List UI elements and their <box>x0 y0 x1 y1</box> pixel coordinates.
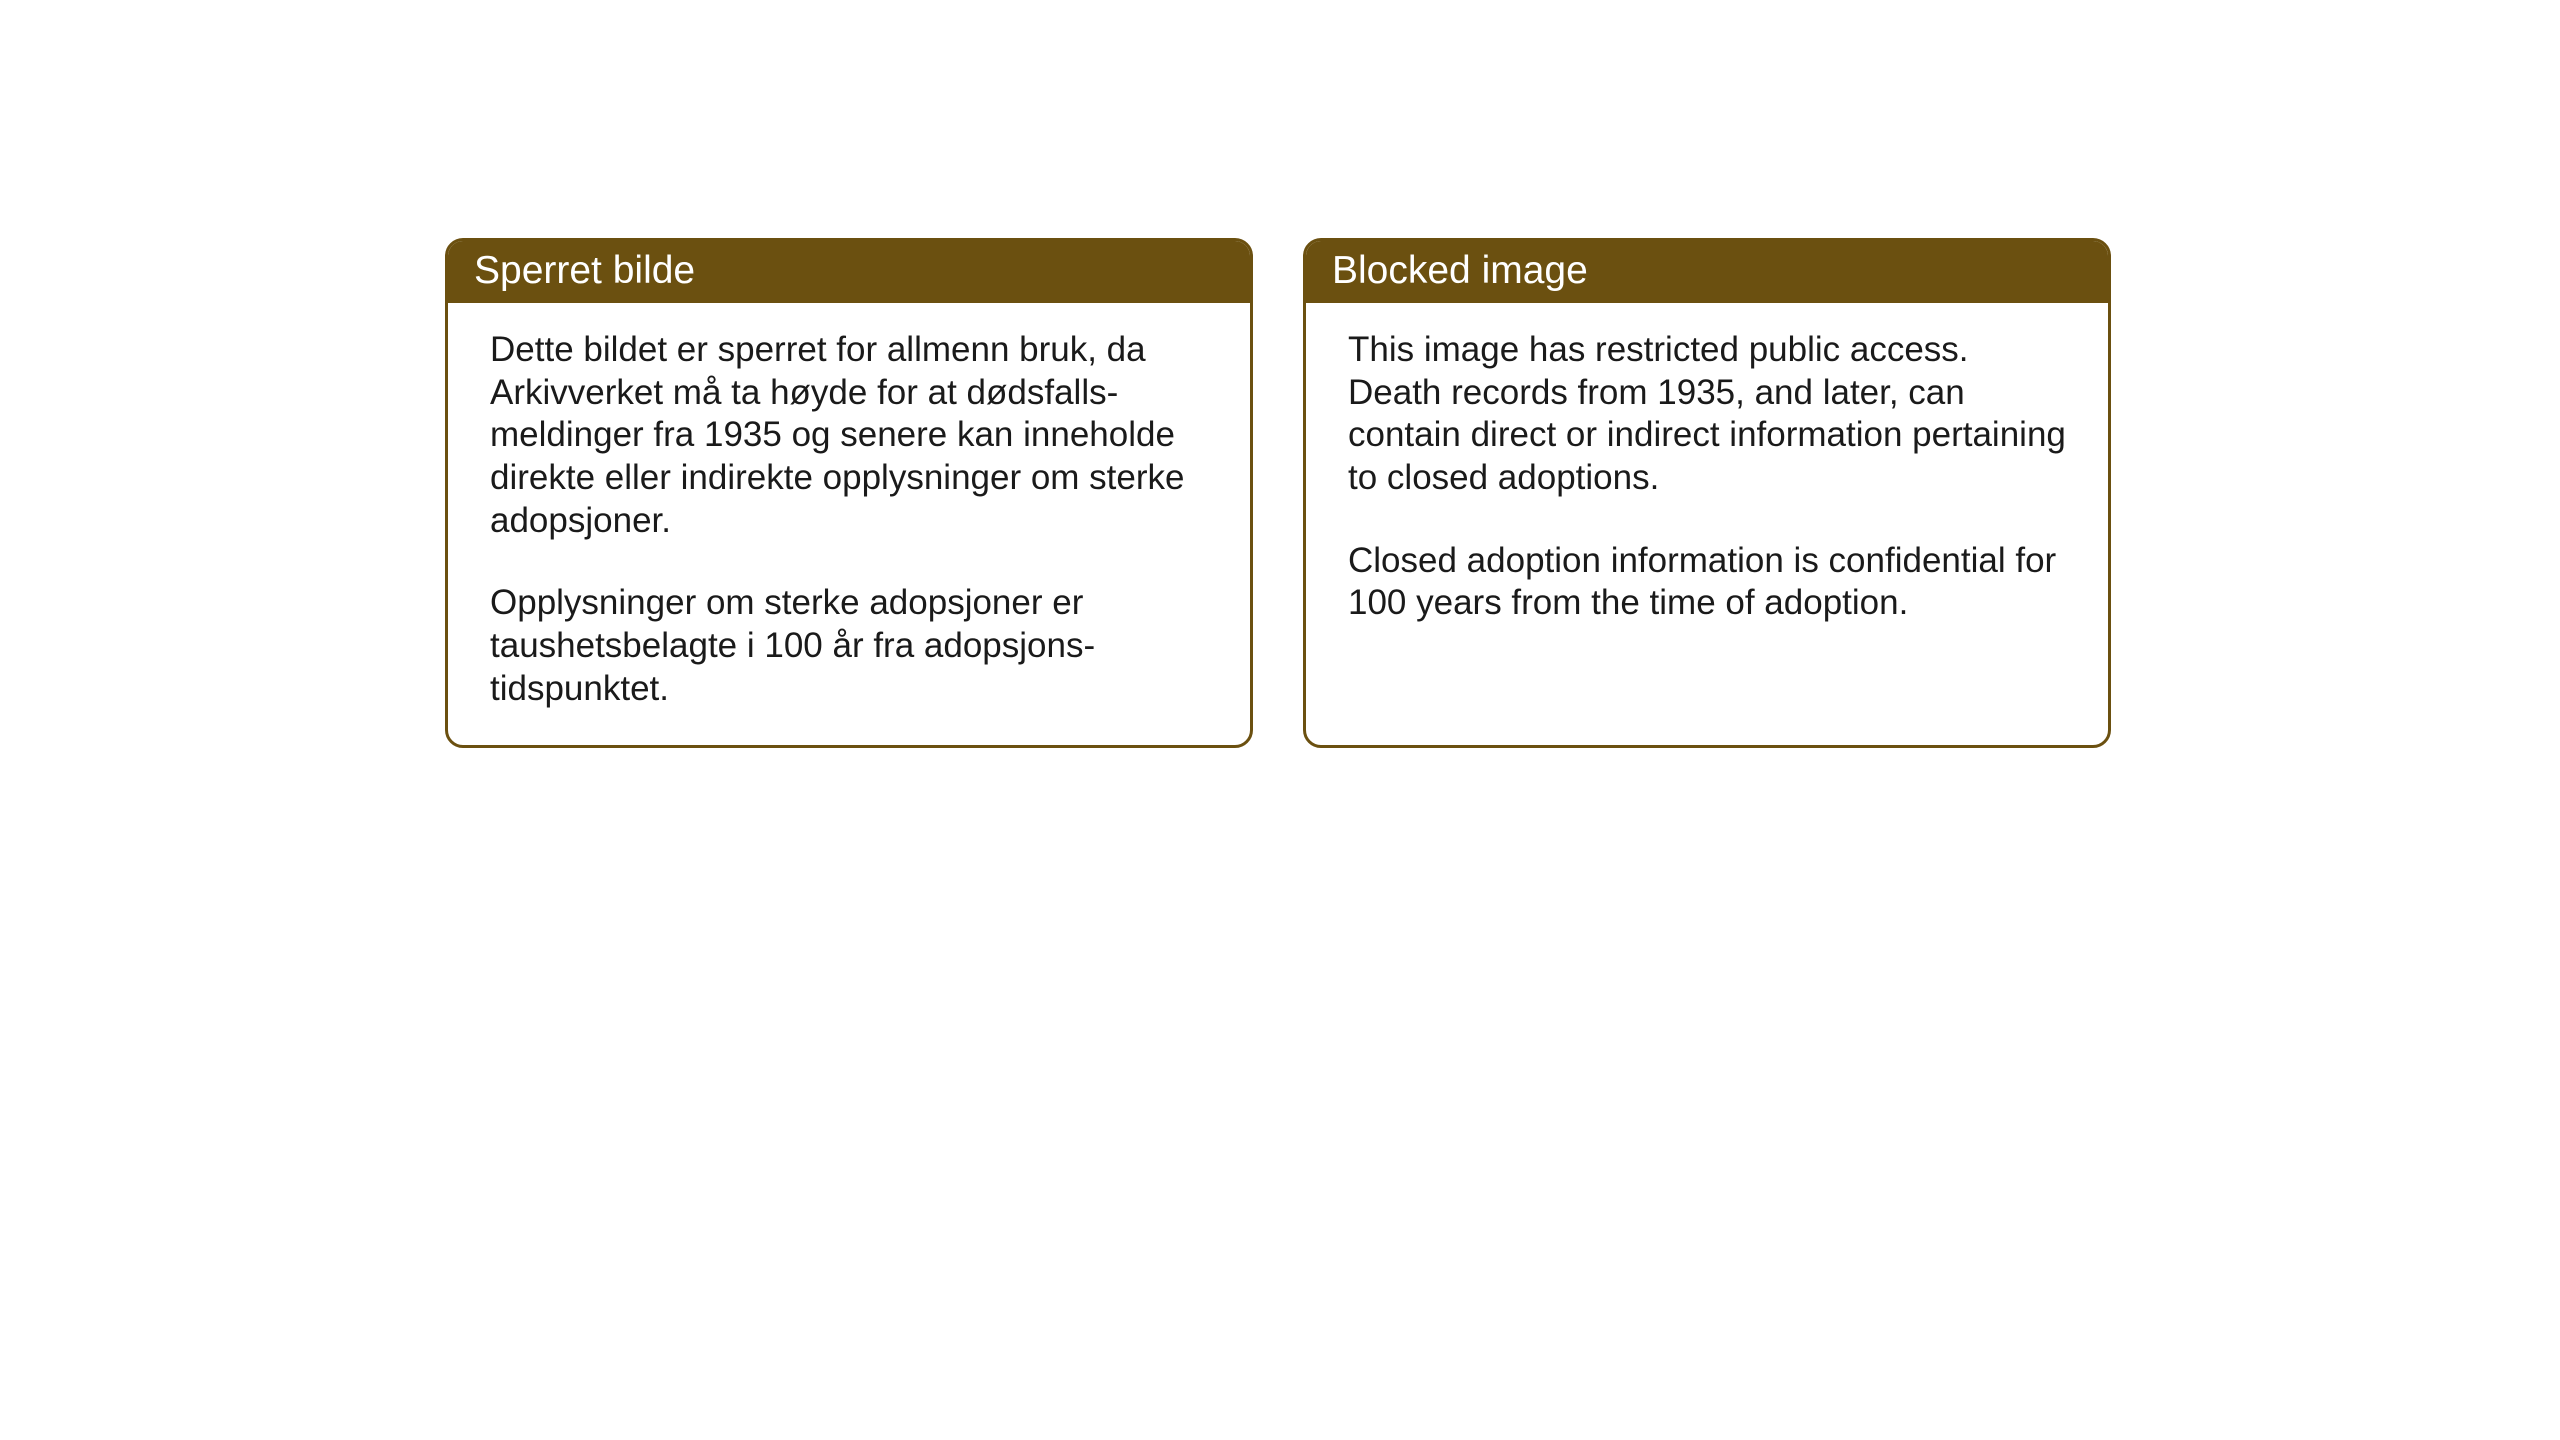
notice-paragraph-2-norwegian: Opplysninger om sterke adopsjoner er tau… <box>490 582 1208 710</box>
notice-body-english: This image has restricted public access.… <box>1306 303 2108 659</box>
notice-card-english: Blocked image This image has restricted … <box>1303 238 2111 748</box>
notice-header-english: Blocked image <box>1306 241 2108 303</box>
notice-paragraph-2-english: Closed adoption information is confident… <box>1348 540 2066 625</box>
notice-body-norwegian: Dette bildet er sperret for allmenn bruk… <box>448 303 1250 745</box>
notice-card-norwegian: Sperret bilde Dette bildet er sperret fo… <box>445 238 1253 748</box>
notice-header-norwegian: Sperret bilde <box>448 241 1250 303</box>
notice-title-english: Blocked image <box>1332 249 1588 292</box>
notice-paragraph-1-norwegian: Dette bildet er sperret for allmenn bruk… <box>490 329 1208 542</box>
notice-title-norwegian: Sperret bilde <box>474 249 695 292</box>
notice-container: Sperret bilde Dette bildet er sperret fo… <box>445 238 2111 748</box>
notice-paragraph-1-english: This image has restricted public access.… <box>1348 329 2066 500</box>
